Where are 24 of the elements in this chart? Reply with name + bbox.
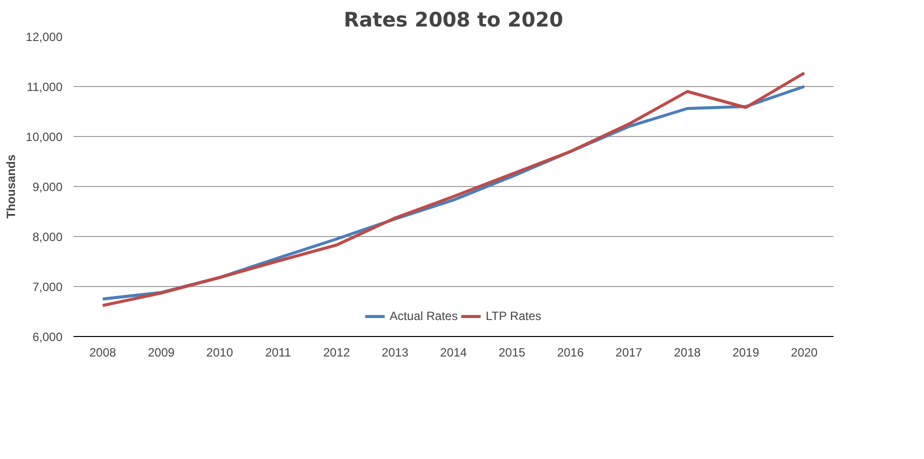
x-tick-label: 2011 <box>265 346 292 360</box>
legend-label: LTP Rates <box>486 309 542 323</box>
y-tick-label: 9,000 <box>32 180 63 194</box>
x-tick-label: 2010 <box>206 346 234 360</box>
y-tick-label: 8,000 <box>32 230 63 244</box>
x-tick-label: 2015 <box>498 346 526 360</box>
y-tick-label: 12,000 <box>26 30 63 44</box>
x-tick-label: 2013 <box>382 346 409 360</box>
x-tick-label: 2018 <box>674 346 702 360</box>
y-tick-label: 7,000 <box>32 280 63 294</box>
x-tick-label: 2020 <box>790 346 818 360</box>
x-tick-label: 2014 <box>440 346 468 360</box>
x-tick-label: 2017 <box>616 346 643 360</box>
y-axis-title: Thousands <box>4 154 18 218</box>
y-tick-label: 11,000 <box>26 80 63 94</box>
x-tick-label: 2012 <box>323 346 350 360</box>
x-tick-label: 2019 <box>732 346 760 360</box>
chart-title: Rates 2008 to 2020 <box>344 8 564 32</box>
x-tick-label: 2009 <box>148 346 175 360</box>
x-tick-label: 2016 <box>557 346 584 360</box>
y-tick-label: 10,000 <box>26 130 63 144</box>
y-tick-label: 6,000 <box>32 330 63 344</box>
legend-label: Actual Rates <box>390 309 458 323</box>
x-tick-label: 2008 <box>89 346 116 360</box>
